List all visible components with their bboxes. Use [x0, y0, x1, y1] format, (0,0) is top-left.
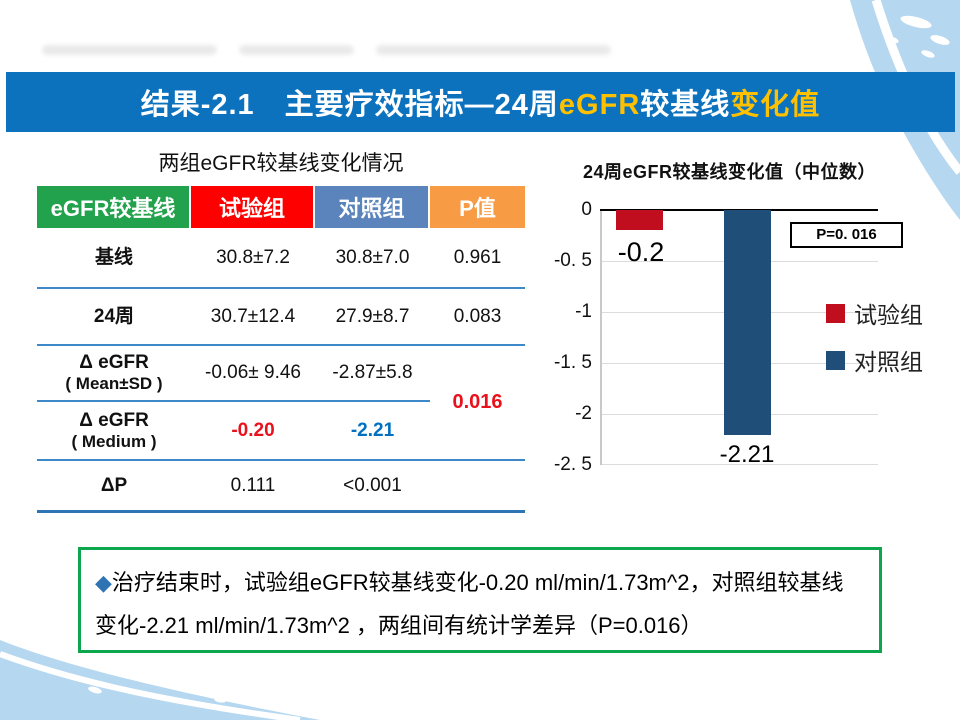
cell-week24-control: 27.9±8.7 [315, 289, 430, 346]
cell-delta-p-empty [430, 461, 525, 513]
diamond-bullet-icon: ◆ [95, 570, 112, 595]
legend-label-trial: 试验组 [854, 303, 923, 329]
slide-title-bar: 结果-2.1 主要疗效指标—24周eGFR较基线变化值 [6, 72, 955, 132]
y-axis-line [600, 210, 602, 465]
cell-week24-p: 0.083 [430, 289, 525, 346]
y-tick-neg2: -2 [575, 403, 592, 424]
title-segment: 较基线 [640, 89, 731, 121]
y-tick-neg2-5: -2. 5 [553, 454, 592, 475]
slide-title: 结果-2.1 主要疗效指标—24周eGFR较基线变化值 [141, 81, 821, 123]
row-label-line1: Δ eGFR [79, 409, 149, 431]
row-label-baseline: 基线 [37, 228, 191, 289]
chart-title: 24周eGFR较基线变化值（中位数） [583, 162, 877, 182]
table-header-row: eGFR较基线 试验组 对照组 P值 [37, 186, 525, 228]
cell-delta-p-control: <0.001 [315, 461, 430, 513]
watermark-smudge [42, 45, 611, 55]
p-value-annotation-box: P=0. 016 [790, 222, 903, 248]
bar-value-label-control: -2.21 [719, 441, 775, 468]
bottom-left-wave-decoration [0, 640, 320, 720]
y-tick-neg0-5: -0. 5 [553, 250, 592, 271]
legend-item-control-group: 对照组 [826, 343, 923, 377]
cell-baseline-p: 0.961 [430, 228, 525, 289]
legend-item-trial-group: 试验组 [826, 296, 923, 330]
y-tick-neg1: -1 [575, 301, 592, 322]
watermark-fragment [239, 45, 354, 55]
header-cell-trial-group: 试验组 [191, 186, 315, 228]
header-cell-egfr: eGFR较基线 [37, 186, 191, 228]
table-caption: 两组eGFR较基线变化情况 [158, 152, 404, 175]
conclusion-text: 治疗结束时，试验组eGFR较基线变化-0.20 ml/min/1.73m^2，对… [95, 570, 844, 638]
table-body: 基线 30.8±7.2 30.8±7.0 0.961 24周 30.7±12.4… [37, 228, 525, 513]
y-tick-0: 0 [581, 199, 592, 220]
header-cell-control-group: 对照组 [315, 186, 430, 228]
y-tick-neg1-5: -1. 5 [553, 352, 592, 373]
cell-baseline-trial: 30.8±7.2 [191, 228, 315, 289]
title-segment-accent: 变化值 [730, 89, 821, 121]
title-segment: 结果-2.1 主要疗效指标—24周 [140, 89, 559, 121]
watermark-fragment [42, 45, 217, 55]
chart-legend: 试验组 对照组 [826, 296, 923, 390]
bar-trial-group [616, 210, 663, 231]
cell-delta-medium-trial: -0.20 [191, 402, 315, 461]
row-label-delta-egfr-mean: Δ eGFR ( Mean±SD ) [37, 346, 191, 402]
cell-delta-mean-trial: -0.06± 9.46 [191, 346, 315, 402]
legend-label-control: 对照组 [854, 350, 923, 376]
bar-chart-plot-area: -0.2 -2.21 [600, 209, 878, 468]
cell-shared-p-value: 0.016 [430, 346, 525, 461]
row-label-delta-egfr-medium: Δ eGFR ( Medium ) [37, 402, 191, 461]
row-label-delta-p: ΔP [37, 461, 191, 513]
title-segment-accent: eGFR [558, 89, 641, 121]
conclusion-note-box: ◆治疗结束时，试验组eGFR较基线变化-0.20 ml/min/1.73m^2，… [78, 547, 882, 653]
cell-week24-trial: 30.7±12.4 [191, 289, 315, 346]
row-label-line2: ( Medium ) [71, 431, 157, 451]
bar-control-group [724, 210, 771, 436]
bar-value-label-trial: -0.2 [617, 237, 665, 267]
control-group-swatch [826, 350, 845, 370]
cell-baseline-control: 30.8±7.0 [315, 228, 430, 289]
trial-group-swatch [826, 303, 845, 323]
watermark-fragment [376, 45, 611, 55]
header-cell-p-value: P值 [430, 186, 525, 228]
row-label-line2: ( Mean±SD ) [65, 374, 163, 394]
row-label-week24: 24周 [37, 289, 191, 346]
cell-delta-medium-control: -2.21 [315, 402, 430, 461]
cell-delta-mean-control: -2.87±5.8 [315, 346, 430, 402]
gridline [602, 464, 878, 465]
row-label-line1: Δ eGFR [79, 352, 149, 374]
cell-delta-p-trial: 0.111 [191, 461, 315, 513]
